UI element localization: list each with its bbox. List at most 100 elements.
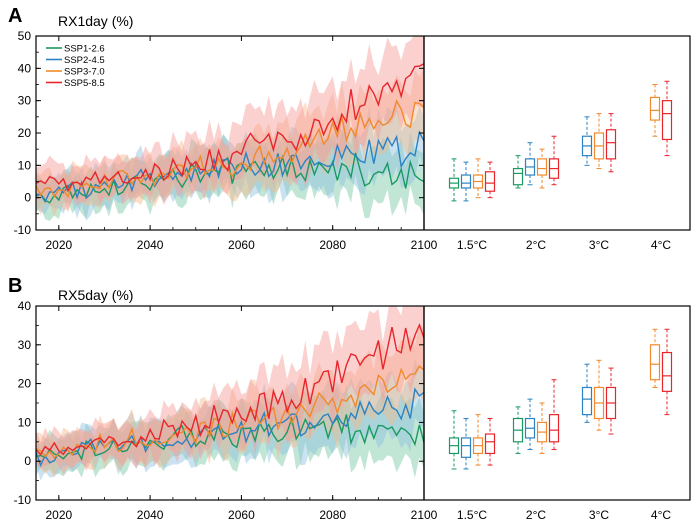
box-category-label: 2°C bbox=[526, 238, 546, 252]
line-ssp585 bbox=[36, 323, 424, 456]
y-tick-label: 20 bbox=[18, 126, 32, 140]
x-tick-label: 2040 bbox=[137, 238, 164, 252]
y-tick-label: -10 bbox=[14, 223, 32, 237]
legend-label-ssp585: SSP5-8.5 bbox=[64, 78, 105, 89]
y-tick-label: 30 bbox=[18, 338, 32, 352]
box-category-label: 3°C bbox=[589, 508, 609, 522]
boxplot-1.5°C-ssp245 bbox=[460, 161, 472, 202]
y-tick-label: 20 bbox=[18, 377, 32, 391]
boxplot-4°C-ssp585 bbox=[661, 80, 673, 157]
box bbox=[661, 100, 673, 141]
y-tick-label: 40 bbox=[18, 61, 32, 75]
y-axis: -10 0 10 20 30 40 50 bbox=[14, 29, 424, 237]
boxplot-1.5°C-ssp370 bbox=[472, 414, 484, 466]
box-category-label: 4°C bbox=[651, 238, 671, 252]
boxplots bbox=[448, 328, 673, 470]
series-lines bbox=[36, 323, 424, 468]
box-category-label: 3°C bbox=[589, 238, 609, 252]
boxplot-1.5°C-ssp585 bbox=[484, 161, 496, 199]
box bbox=[661, 351, 673, 392]
boxplot-2°C-ssp370 bbox=[536, 148, 548, 189]
band-ssp370 bbox=[36, 67, 424, 217]
box-category-label: 2100 bbox=[411, 508, 438, 522]
boxplot-3°C-ssp585 bbox=[605, 113, 617, 173]
x-tick-label: 2060 bbox=[228, 238, 255, 252]
panel-a-letter: A bbox=[8, 5, 22, 27]
y-tick-label: 30 bbox=[18, 94, 32, 108]
box bbox=[581, 386, 593, 416]
box-category-label: 2100 bbox=[411, 238, 438, 252]
x-tick-label: 2040 bbox=[137, 508, 164, 522]
box-category-label: 1.5°C bbox=[457, 508, 487, 522]
box bbox=[512, 167, 524, 186]
boxplot-2°C-ssp585 bbox=[548, 135, 560, 186]
box bbox=[460, 174, 472, 189]
boxplot-2°C-ssp370 bbox=[536, 402, 548, 454]
x-tick-label: 2020 bbox=[45, 238, 72, 252]
line-ssp370 bbox=[36, 99, 424, 199]
y-tick-label: 50 bbox=[18, 29, 32, 43]
panel-b: B RX5day (%) -10 0 10 20 30 40 2020 2040 2060 208… bbox=[8, 275, 691, 522]
box bbox=[484, 171, 496, 192]
boxplot-2°C-ssp126 bbox=[512, 155, 524, 189]
boxplot-1.5°C-ssp370 bbox=[472, 158, 484, 199]
x-axis: 2020 2040 2060 2080 2100 1.5°C 2°C 3°C 4°C bbox=[45, 36, 671, 252]
y-tick-label: 40 bbox=[18, 299, 32, 313]
x-tick-label: 2060 bbox=[228, 508, 255, 522]
boxplot-1.5°C-ssp585 bbox=[484, 418, 496, 466]
line-ssp245 bbox=[36, 387, 424, 468]
boxplot-2°C-ssp245 bbox=[524, 142, 536, 186]
legend-label-ssp126: SSP1-2.6 bbox=[64, 44, 105, 55]
box bbox=[649, 96, 661, 121]
boxplot-1.5°C-ssp245 bbox=[460, 418, 472, 470]
y-tick-label: 10 bbox=[18, 158, 32, 172]
boxplot-3°C-ssp245 bbox=[581, 363, 593, 423]
panel-a-title: RX1day (%) bbox=[58, 13, 133, 29]
boxplot-3°C-ssp245 bbox=[581, 116, 593, 166]
box bbox=[484, 433, 496, 455]
line-ssp126 bbox=[36, 414, 424, 462]
y-tick-label: 10 bbox=[18, 415, 32, 429]
boxplot-1.5°C-ssp126 bbox=[448, 410, 460, 470]
box-category-label: 2°C bbox=[526, 508, 546, 522]
boxplot-2°C-ssp245 bbox=[524, 398, 536, 451]
legend-label-ssp245: SSP2-4.5 bbox=[64, 55, 105, 66]
line-ssp585 bbox=[36, 63, 424, 193]
series-lines bbox=[36, 63, 424, 204]
x-tick-label: 2020 bbox=[45, 508, 72, 522]
panel-b-plot: -10 0 10 20 30 40 2020 2040 2060 2080 2100 1.5°C 2°C… bbox=[14, 299, 691, 522]
line-ssp370 bbox=[36, 365, 424, 459]
box bbox=[605, 129, 617, 160]
y-tick-label: 0 bbox=[24, 191, 31, 205]
x-axis: 2020 2040 2060 2080 2100 1.5°C 2°C 3°C 4°C bbox=[45, 306, 671, 522]
x-tick-label: 2080 bbox=[319, 238, 346, 252]
boxplot-1.5°C-ssp126 bbox=[448, 158, 460, 202]
panel-b-title: RX5day (%) bbox=[58, 287, 133, 303]
x-tick-label: 2080 bbox=[319, 508, 346, 522]
boxplot-4°C-ssp585 bbox=[661, 328, 673, 416]
box bbox=[460, 437, 472, 458]
boxplot-3°C-ssp370 bbox=[593, 359, 605, 431]
band-ssp585 bbox=[36, 36, 424, 213]
boxplot-4°C-ssp370 bbox=[649, 328, 661, 388]
boxplot-2°C-ssp126 bbox=[512, 406, 524, 454]
line-ssp126 bbox=[36, 152, 424, 204]
boxplot-3°C-ssp370 bbox=[593, 113, 605, 170]
boxplots bbox=[448, 80, 673, 202]
box-category-label: 1.5°C bbox=[457, 238, 487, 252]
box bbox=[536, 158, 548, 176]
band-ssp126 bbox=[36, 384, 424, 478]
boxplot-2°C-ssp585 bbox=[548, 379, 560, 451]
band-ssp245 bbox=[36, 358, 424, 481]
box bbox=[649, 344, 661, 381]
boxplot-4°C-ssp370 bbox=[649, 84, 661, 137]
box-category-label: 4°C bbox=[651, 508, 671, 522]
boxplot-3°C-ssp585 bbox=[605, 367, 617, 435]
y-tick-label: 0 bbox=[24, 454, 31, 468]
panel-b-letter: B bbox=[8, 275, 22, 297]
box bbox=[548, 414, 560, 443]
